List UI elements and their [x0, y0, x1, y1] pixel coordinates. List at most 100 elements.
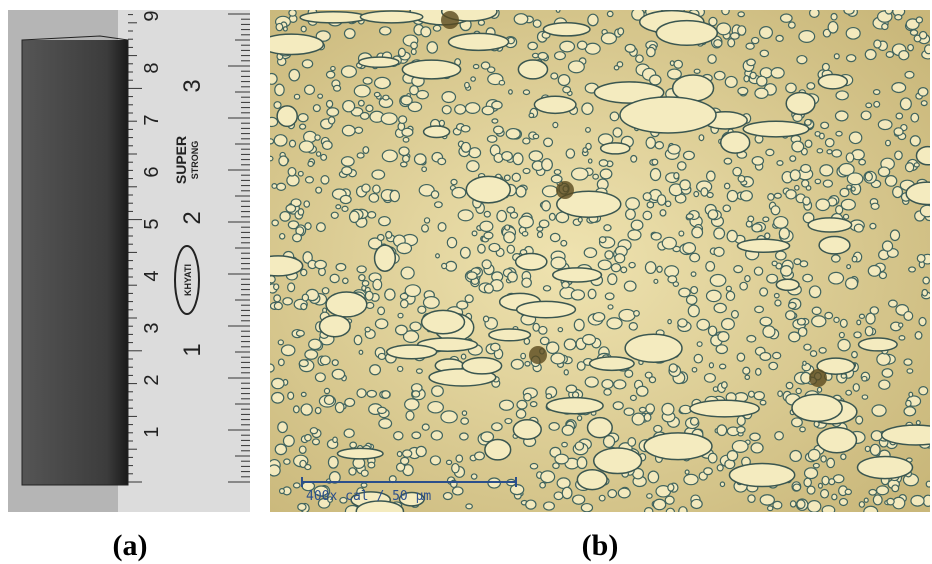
particle	[815, 179, 820, 183]
particle	[422, 167, 427, 172]
particle	[825, 138, 833, 146]
particle	[504, 175, 510, 180]
particle	[505, 225, 510, 230]
particle	[668, 145, 680, 154]
particle	[808, 449, 820, 460]
particle	[908, 45, 914, 51]
grain	[253, 256, 302, 276]
particle	[646, 137, 655, 148]
particle	[341, 66, 356, 77]
particle	[564, 370, 568, 375]
particle	[298, 503, 306, 510]
particle	[734, 266, 743, 273]
particle	[368, 212, 376, 218]
particle	[293, 234, 302, 242]
particle	[839, 499, 847, 506]
particle	[522, 278, 531, 287]
particle	[471, 77, 476, 81]
particle	[645, 262, 655, 274]
particle	[516, 410, 525, 419]
particle	[268, 276, 275, 283]
particle	[847, 55, 856, 62]
particle	[453, 487, 463, 495]
particle	[789, 332, 800, 342]
particle	[523, 138, 530, 144]
particle	[276, 23, 283, 30]
particle	[266, 73, 277, 84]
particle	[781, 14, 793, 22]
particle	[298, 114, 308, 122]
particle	[919, 317, 926, 325]
particle	[646, 404, 655, 413]
particle	[779, 228, 789, 239]
particle	[919, 387, 928, 395]
particle	[773, 501, 782, 509]
particle	[776, 251, 786, 260]
particle	[524, 393, 531, 400]
particle	[411, 49, 416, 54]
particle	[355, 127, 363, 133]
particle	[442, 263, 447, 268]
particle	[747, 59, 755, 66]
particle	[727, 230, 737, 241]
particle	[852, 187, 856, 191]
particle	[771, 206, 780, 215]
particle	[624, 408, 634, 415]
grain	[656, 21, 717, 46]
particle	[302, 294, 308, 301]
particle	[378, 407, 387, 413]
particle	[817, 387, 821, 392]
particle	[554, 492, 563, 500]
particle	[853, 384, 859, 392]
particle	[629, 262, 635, 267]
particle	[825, 312, 833, 318]
particle	[704, 468, 713, 475]
ruler-cm-label: 8	[141, 62, 163, 73]
particle	[821, 456, 826, 462]
particle	[272, 184, 277, 189]
particle	[572, 168, 588, 180]
particle	[370, 365, 381, 375]
grain	[517, 301, 576, 317]
particle	[329, 117, 335, 124]
particle	[342, 125, 355, 136]
particle	[602, 380, 613, 389]
particle	[357, 389, 366, 398]
particle	[846, 153, 854, 162]
particle	[368, 462, 375, 468]
particle	[526, 500, 536, 509]
particle	[737, 426, 745, 432]
ruler-cm-label: 6	[141, 166, 163, 177]
particle	[546, 394, 551, 399]
particle	[525, 362, 530, 366]
particle	[542, 201, 551, 211]
grain	[808, 218, 851, 232]
particle	[717, 23, 731, 35]
particle	[523, 90, 529, 95]
particle	[775, 432, 784, 440]
panel-label: (b)	[582, 529, 619, 562]
particle	[467, 161, 479, 172]
particle	[687, 295, 697, 304]
grain	[462, 358, 501, 374]
particle	[328, 456, 338, 468]
particle	[475, 452, 485, 460]
particle	[538, 232, 543, 238]
particle	[909, 392, 913, 397]
particle	[849, 132, 861, 144]
particle	[566, 385, 576, 392]
grain	[620, 97, 716, 133]
particle	[461, 247, 471, 258]
particle	[436, 254, 440, 258]
particle	[380, 27, 391, 35]
particle	[272, 220, 278, 226]
particle	[431, 191, 438, 199]
particle	[895, 15, 902, 20]
particle	[332, 360, 338, 366]
ruler-brand: SUPER	[173, 136, 189, 184]
particle	[551, 175, 562, 183]
particle	[299, 360, 308, 367]
particle	[373, 279, 382, 290]
particle	[694, 69, 700, 73]
particle	[792, 141, 804, 152]
